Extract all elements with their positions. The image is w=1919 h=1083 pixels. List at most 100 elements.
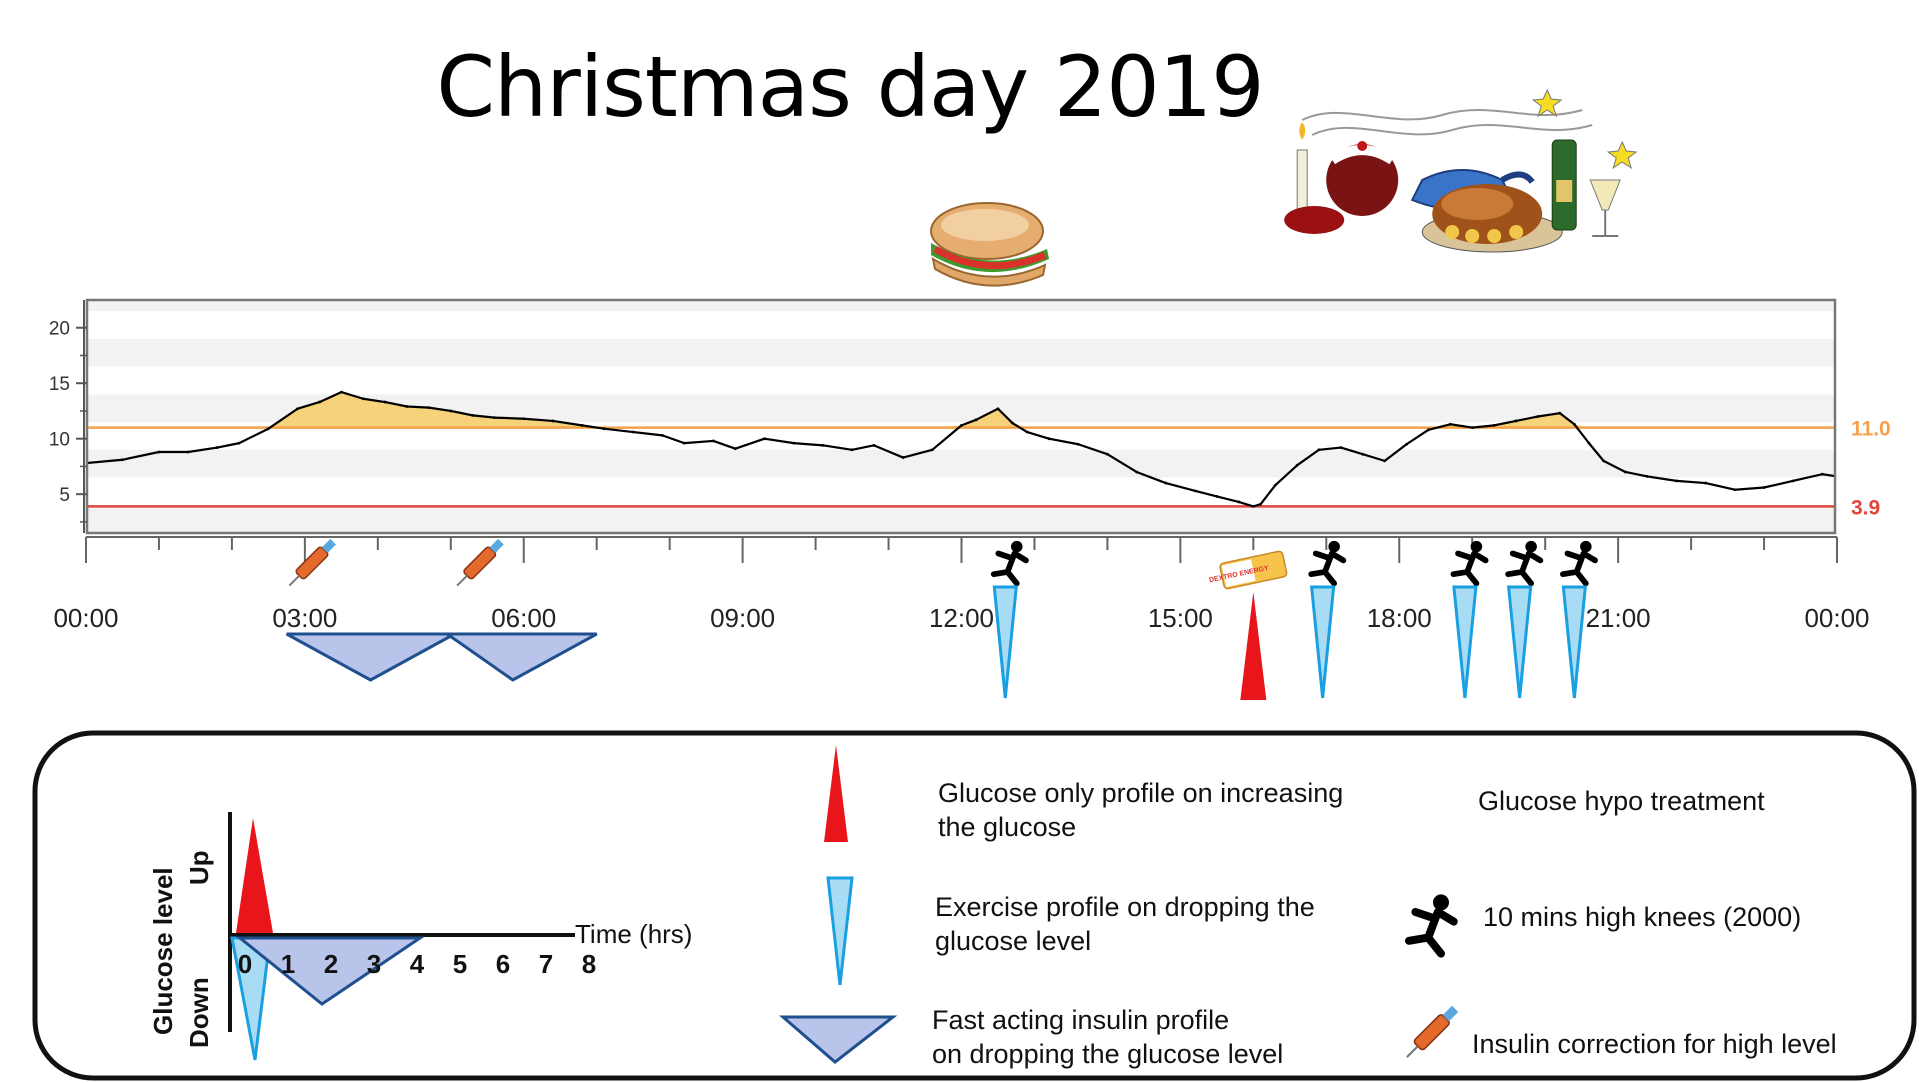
data-point	[1251, 504, 1255, 508]
data-point	[427, 406, 431, 410]
legend-insulin-correction-text: Insulin correction for high level	[1472, 1029, 1837, 1059]
threshold-label: 3.9	[1851, 496, 1880, 519]
data-point	[602, 427, 606, 431]
insulin-profile	[285, 632, 456, 682]
runner-body	[1450, 550, 1489, 587]
data-point	[821, 443, 825, 447]
data-point	[339, 390, 343, 394]
data-point	[1193, 489, 1197, 493]
data-point	[493, 416, 496, 420]
x-tick-label: 15:00	[1148, 603, 1213, 633]
dextro-energy-icon: DEXTRO ENERGY	[1209, 550, 1288, 590]
x-tick-label: 18:00	[1367, 603, 1432, 633]
grid-band	[87, 300, 1835, 312]
grid-band	[87, 338, 1835, 367]
x-tick-label: 00:00	[1804, 603, 1869, 633]
data-point	[872, 443, 876, 447]
data-point	[960, 423, 963, 427]
legend-time-tick: 3	[367, 949, 381, 979]
data-point	[1492, 423, 1496, 427]
runner-body	[990, 550, 1029, 587]
data-point	[1587, 441, 1591, 445]
legend-insulin-icon	[778, 1015, 898, 1064]
glucose-line	[87, 390, 1835, 508]
legend-glucose-text-2: the glucose	[938, 812, 1076, 842]
data-point	[1237, 500, 1241, 504]
event-markers: DEXTRO ENERGY	[288, 538, 1598, 590]
data-point	[1025, 430, 1029, 434]
data-point	[361, 397, 365, 401]
syringe-barrel	[463, 546, 497, 580]
data-point	[1762, 486, 1766, 489]
data-point	[901, 456, 905, 459]
legend-high-knees-text: 10 mins high knees (2000)	[1483, 902, 1801, 932]
legend-runner-icon	[1404, 894, 1458, 958]
runner-head	[1580, 540, 1592, 553]
data-point	[1470, 426, 1474, 429]
x-tick-label: 03:00	[272, 603, 337, 633]
page-title: Christmas day 2019	[436, 38, 1264, 136]
data-point	[712, 439, 715, 443]
syringe-icon	[288, 538, 336, 587]
runner-head	[1328, 540, 1340, 553]
data-point	[1047, 437, 1051, 441]
runner-icon	[1559, 540, 1598, 587]
x-tick-label: 09:00	[710, 603, 775, 633]
data-point	[660, 433, 664, 437]
data-point	[1791, 479, 1795, 483]
data-point	[682, 441, 686, 445]
runner-body	[1308, 550, 1347, 587]
syringe-barrel	[1413, 1014, 1450, 1051]
data-point	[1273, 483, 1277, 487]
runner-body	[1505, 550, 1544, 587]
legend-time-tick: 8	[582, 949, 596, 979]
syringe-icon	[1406, 1005, 1459, 1058]
legend-down-label: Down	[184, 977, 214, 1048]
data-point	[1704, 481, 1708, 485]
legend-time-tick: 7	[539, 949, 553, 979]
data-point	[1164, 481, 1168, 485]
legend-glucose-text-1: Glucose only profile on increasing	[938, 778, 1343, 808]
legend-time-tick: 4	[410, 949, 425, 979]
syringe-cap	[321, 538, 336, 554]
exercise-profile	[992, 585, 1018, 699]
data-point	[792, 441, 796, 445]
data-point	[157, 450, 161, 454]
data-point	[266, 427, 270, 431]
data-point	[763, 437, 766, 441]
legend-time-tick: 6	[496, 949, 510, 979]
runner-icon	[990, 540, 1029, 587]
runner-body	[1559, 550, 1598, 587]
legend-glucose-level-label: Glucose level	[148, 867, 178, 1035]
data-point	[1215, 494, 1219, 498]
legend-exercise-icon	[826, 876, 854, 986]
y-tick-label: 10	[49, 430, 70, 451]
y-tick-label: 5	[59, 485, 70, 506]
data-point	[405, 405, 409, 408]
data-point	[383, 400, 387, 404]
legend-up-label: Up	[184, 850, 214, 885]
data-point	[850, 448, 854, 452]
data-point	[1572, 422, 1576, 426]
data-point	[1645, 475, 1649, 478]
runner-head	[1011, 540, 1023, 553]
dextro-label-bg	[1221, 559, 1256, 587]
legend-time-tick: 5	[453, 949, 467, 979]
grid-band	[87, 449, 1835, 478]
legend-insulin-sample	[235, 936, 425, 1006]
runner-icon	[1308, 540, 1347, 587]
data-point	[631, 430, 635, 434]
glucose-profile	[1240, 592, 1267, 700]
data-point	[1405, 442, 1408, 446]
runner-head	[1525, 540, 1537, 553]
x-tick-label: 06:00	[491, 603, 556, 633]
plot-frame	[85, 298, 1837, 535]
runner-icon	[1505, 540, 1544, 587]
legend-box	[32, 730, 1917, 1081]
legend-hypo-treatment-text: Glucose hypo treatment	[1478, 786, 1765, 816]
data-point	[215, 446, 219, 449]
data-point	[1011, 421, 1014, 425]
data-point	[121, 458, 124, 462]
exercise-profile	[1452, 585, 1478, 699]
